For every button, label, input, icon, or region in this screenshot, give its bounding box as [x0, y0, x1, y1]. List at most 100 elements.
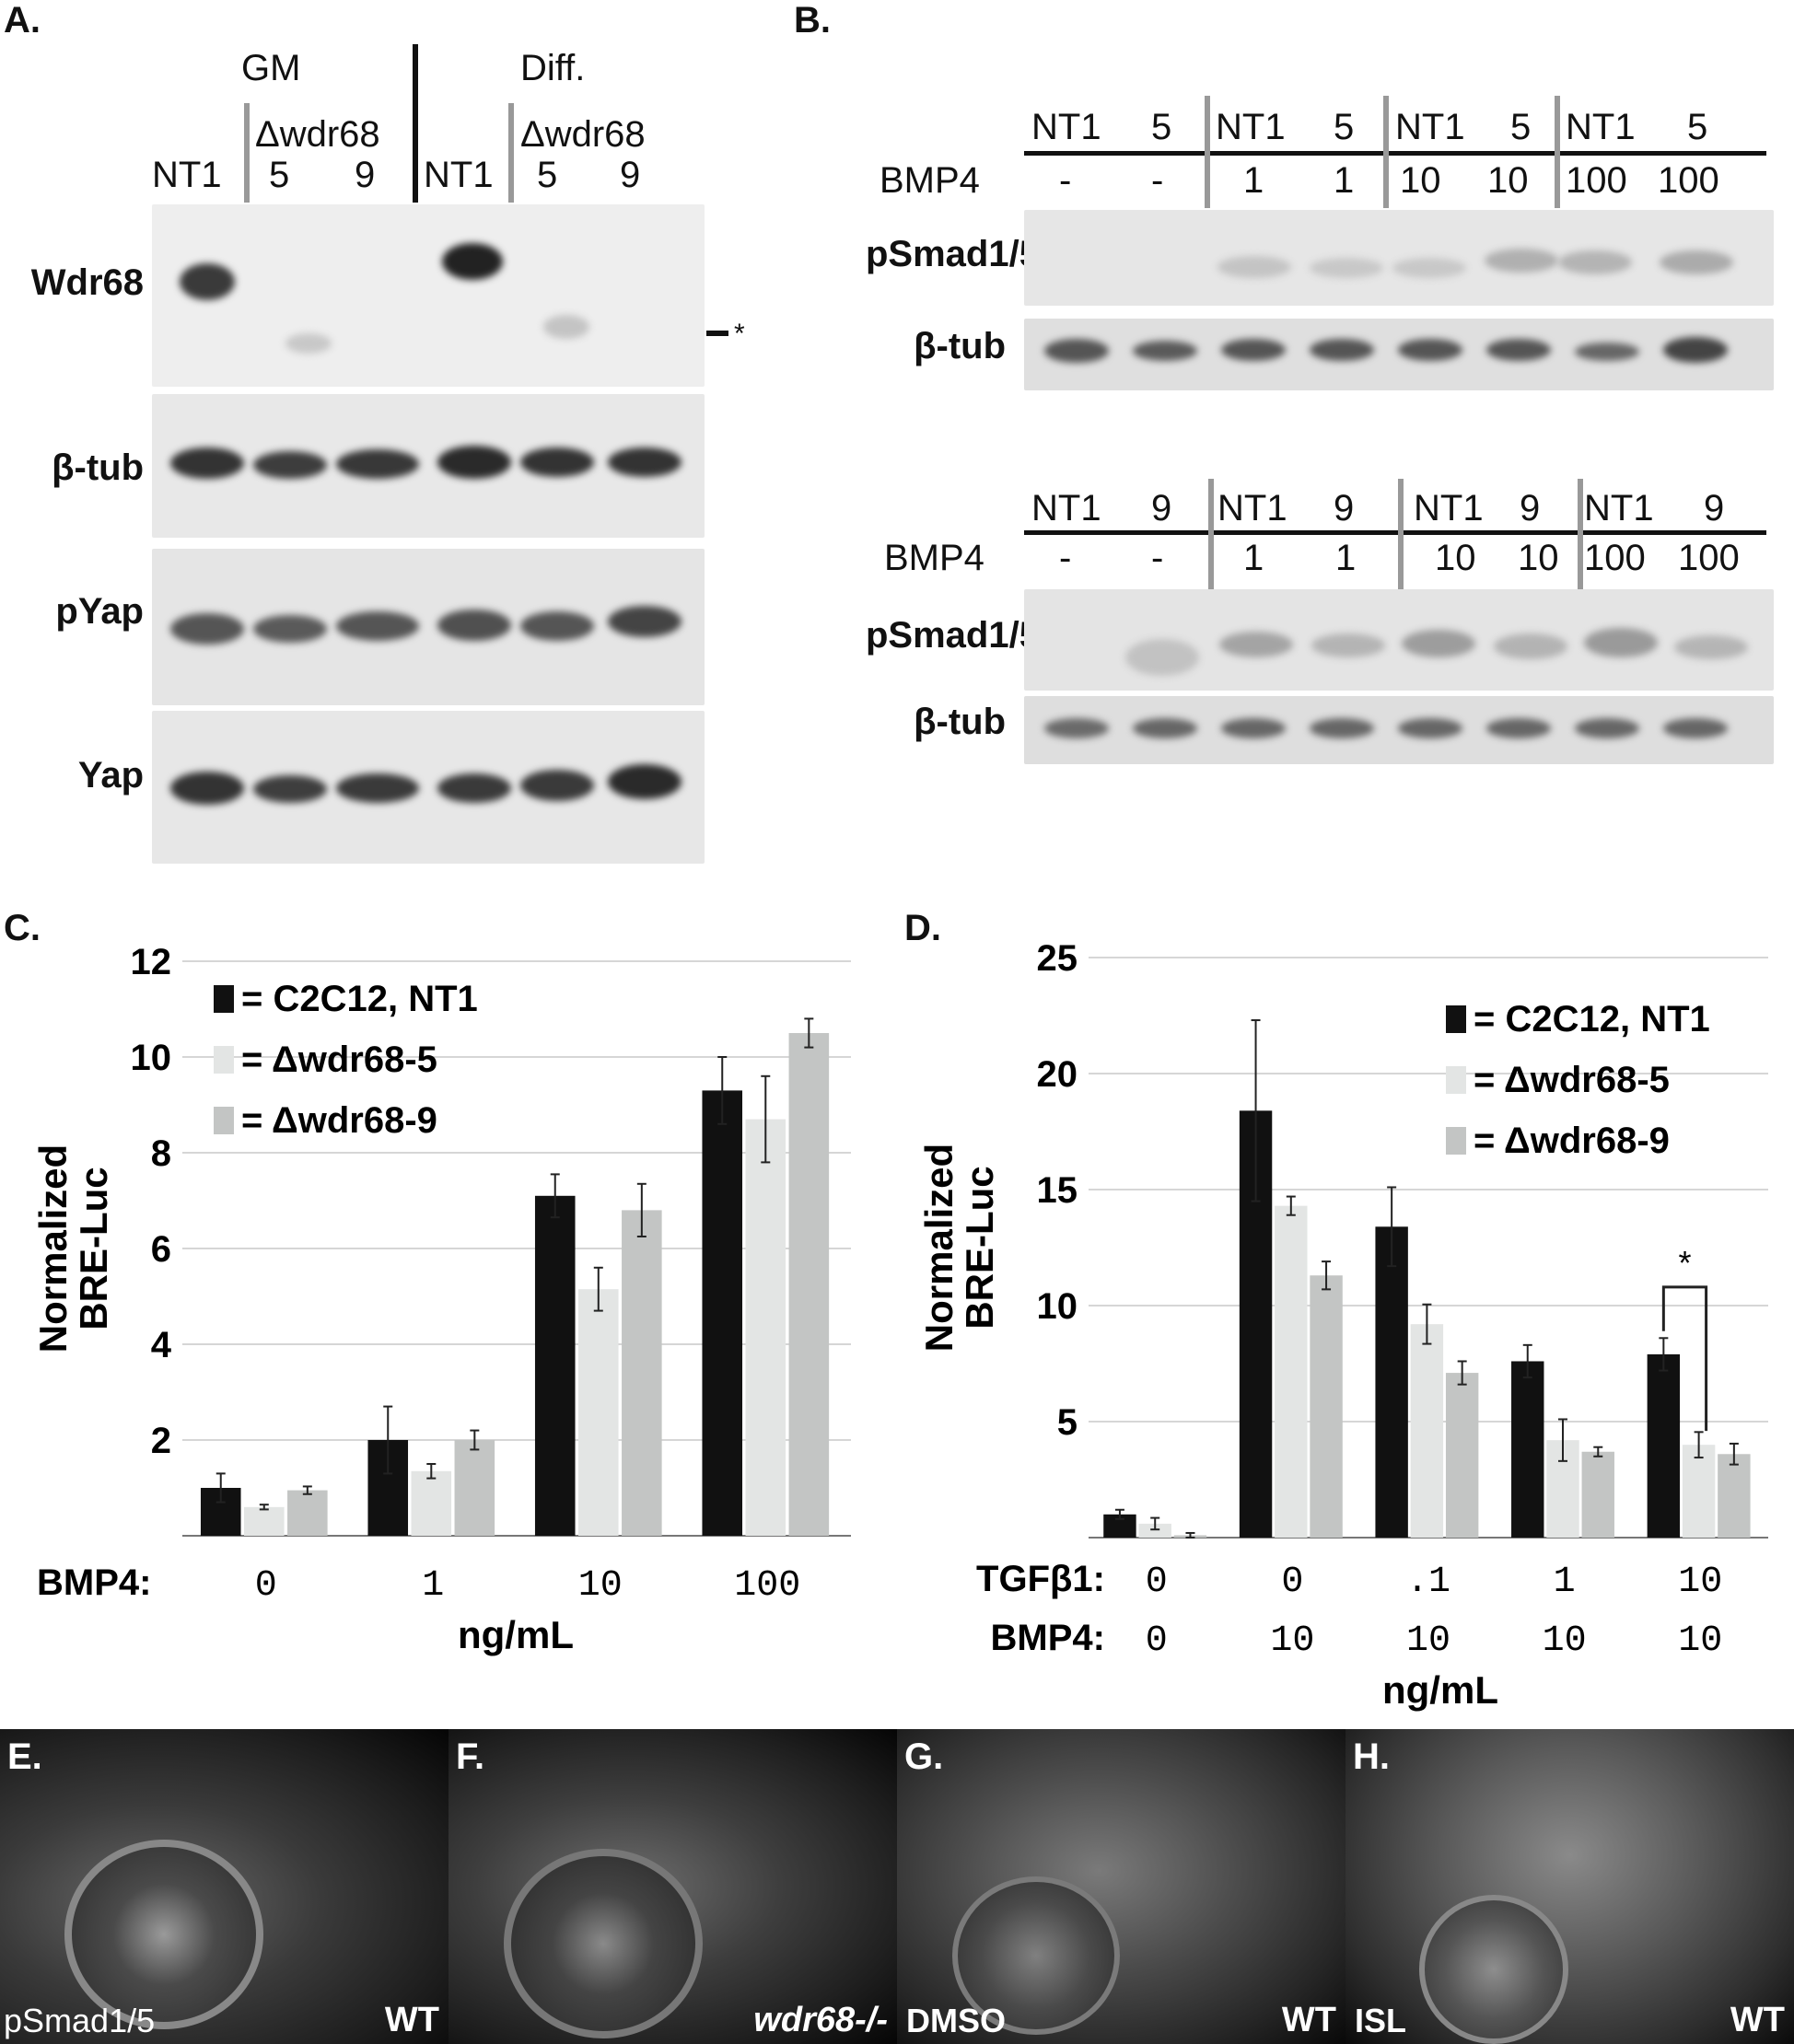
panel-e-genotype: WT	[384, 2001, 439, 2039]
bmp4-dose: -	[1059, 538, 1072, 578]
bmp4-dose: 10	[1487, 160, 1529, 201]
micrograph-g: G. DMSO WT	[897, 1729, 1346, 2044]
legend-swatch	[1446, 1066, 1466, 1094]
lane-label: NT1	[152, 155, 222, 195]
x-tick-label: 10	[1678, 1620, 1722, 1662]
bar	[578, 1289, 619, 1536]
lane-label: NT1	[1031, 488, 1101, 528]
y-axis-label: Normalized	[917, 1144, 961, 1352]
western-blot-psmad-top	[1024, 210, 1774, 306]
lane-label: NT1	[424, 155, 494, 195]
panel-f-genotype: wdr68-/-	[753, 2001, 888, 2039]
bmp4-dose: 100	[1658, 160, 1719, 201]
y-tick-label: 4	[151, 1325, 172, 1365]
legend-swatch	[1446, 1127, 1466, 1155]
bmp4-dose: 100	[1566, 160, 1627, 201]
bar	[1310, 1275, 1343, 1538]
bar	[1410, 1324, 1444, 1538]
western-blot-btub-top	[1024, 319, 1774, 390]
panel-h-letter: H.	[1353, 1736, 1390, 1777]
y-axis-label: BRE-Luc	[958, 1166, 1001, 1329]
x-axis-label: ng/mL	[1382, 1668, 1498, 1712]
bmp4-dose: -	[1151, 160, 1164, 201]
lane-label: NT1	[1216, 107, 1286, 147]
legend-swatch	[214, 985, 234, 1013]
bmp4-dose: 100	[1584, 538, 1646, 578]
lane-label: 9	[1334, 488, 1355, 528]
x-tick-label: 0	[1281, 1562, 1303, 1603]
panel-g-letter: G.	[904, 1736, 944, 1777]
dose-divider	[1578, 479, 1583, 589]
legend-label: = C2C12, NT1	[1474, 999, 1710, 1039]
lane-label: NT1	[1584, 488, 1654, 528]
bmp4-dose: 1	[1335, 538, 1357, 578]
lane-label: NT1	[1217, 488, 1287, 528]
micrograph-f: F. wdr68-/-	[448, 1729, 897, 2044]
mutant-divider-gm	[244, 103, 250, 203]
lane-label: 5	[537, 155, 558, 195]
legend-label: = Δwdr68-9	[1474, 1121, 1670, 1161]
western-blot-btub-bottom	[1024, 696, 1774, 764]
x-tick-label: 1	[422, 1565, 444, 1607]
panel-e-caption: pSmad1/5	[4, 2002, 156, 2039]
micrograph-e: E. pSmad1/5 WT	[0, 1729, 448, 2044]
bar	[454, 1440, 495, 1536]
bar	[1581, 1451, 1614, 1538]
western-blot-yap	[152, 711, 705, 864]
bar	[1445, 1373, 1479, 1538]
legend-label: = Δwdr68-5	[1474, 1060, 1670, 1100]
x-tick-label: 10	[578, 1565, 623, 1607]
bar	[244, 1506, 285, 1536]
lane-label: 9	[1151, 488, 1172, 528]
y-tick-label: 25	[1037, 939, 1078, 979]
mutant-label-gm: Δwdr68	[255, 114, 380, 155]
header-rule	[1024, 151, 1766, 156]
x-tick-label: 1	[1554, 1562, 1576, 1603]
significance-label: *	[1678, 1244, 1691, 1282]
legend-swatch	[214, 1046, 234, 1074]
blot-label-psmad-bottom: pSmad1/5	[866, 615, 1040, 656]
bar	[1375, 1226, 1408, 1538]
bmp4-dose: 10	[1400, 160, 1441, 201]
bar	[1275, 1205, 1308, 1538]
legend-label: = C2C12, NT1	[241, 979, 478, 1019]
bmp4-dose: 10	[1518, 538, 1559, 578]
bar	[788, 1033, 830, 1536]
lane-label: 5	[1687, 107, 1708, 147]
bmp4-row-label: BMP4	[880, 160, 980, 201]
bar	[1511, 1361, 1544, 1538]
blot-label-btub: β-tub	[52, 447, 144, 488]
panel-g-caption: DMSO	[906, 2002, 1006, 2039]
x-tick-label: 10	[1406, 1620, 1450, 1662]
nonspecific-asterisk: *	[734, 319, 745, 349]
bar	[1682, 1445, 1716, 1538]
panel-e-letter: E.	[7, 1736, 42, 1777]
group-divider	[413, 44, 418, 203]
y-tick-label: 5	[1057, 1402, 1078, 1443]
x-tick-label: 10	[1270, 1620, 1314, 1662]
legend-swatch	[1446, 1005, 1466, 1033]
lane-label: NT1	[1031, 107, 1101, 147]
lane-label: 9	[620, 155, 641, 195]
y-tick-label: 20	[1037, 1054, 1078, 1095]
western-blot-psmad-bottom	[1024, 589, 1774, 691]
x-tick-label: .1	[1406, 1562, 1450, 1603]
western-blot-wdr68	[152, 204, 705, 387]
bmp4-dose: -	[1151, 538, 1164, 578]
bmp4-dose: 10	[1435, 538, 1476, 578]
bar	[622, 1210, 662, 1536]
dose-divider	[1208, 479, 1214, 589]
bar	[1718, 1454, 1751, 1538]
x-tick-label: 10	[1543, 1620, 1587, 1662]
lane-label: 9	[355, 155, 376, 195]
legend-label: = Δwdr68-5	[241, 1039, 437, 1080]
dose-divider	[1383, 96, 1389, 208]
bmp4-dose: 100	[1678, 538, 1740, 578]
x-axis-label: ng/mL	[458, 1613, 574, 1656]
bar	[411, 1470, 452, 1536]
y-tick-label: 10	[1037, 1286, 1078, 1327]
x-row-label: TGFβ1:	[976, 1559, 1105, 1599]
bar	[287, 1490, 328, 1536]
